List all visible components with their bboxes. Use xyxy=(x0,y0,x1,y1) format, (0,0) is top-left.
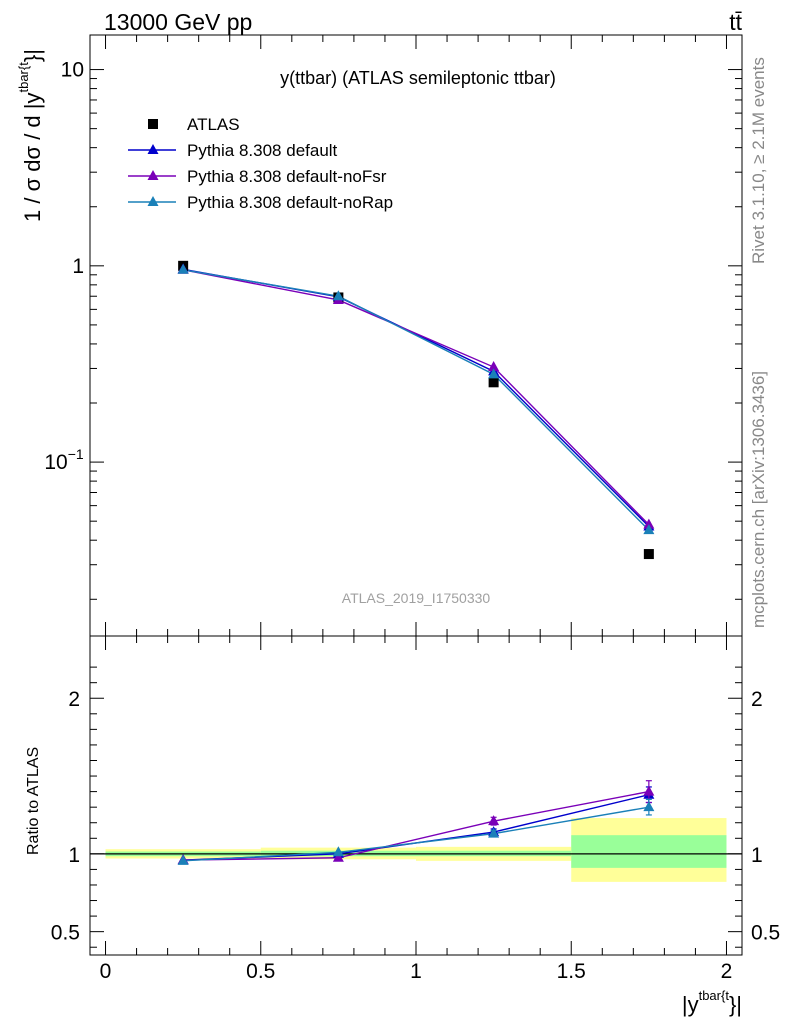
ratio-bands xyxy=(90,818,742,882)
ratio-band-inner xyxy=(571,835,727,868)
ratio-data-point xyxy=(643,785,655,796)
atlas-data-point xyxy=(643,549,654,560)
x-label-text: |y xyxy=(682,992,699,1017)
x-tick-label: 1 xyxy=(410,960,422,983)
main-y-tick-label: 1 xyxy=(72,255,84,278)
ratio-series-line xyxy=(183,806,649,862)
mc-data-point xyxy=(177,263,189,274)
legend-label: Pythia 8.308 default xyxy=(187,141,338,160)
legend-entry: Pythia 8.308 default xyxy=(128,141,338,160)
side-label-mcplots: mcplots.cern.ch [arXiv:1306.3436] xyxy=(749,371,768,628)
ratio-data-point xyxy=(177,854,189,865)
mc-data-point xyxy=(488,368,500,379)
main-y-label-text: 1 / σ dσ / d |y xyxy=(20,93,45,222)
main-series xyxy=(177,260,655,560)
ratio-data-point xyxy=(332,851,344,862)
ratio-data-point xyxy=(488,815,500,826)
ratio-y-tick-label: 1 xyxy=(68,844,80,867)
analysis-watermark: ATLAS_2019_I1750330 xyxy=(342,590,491,606)
legend-marker-square xyxy=(148,119,158,129)
ratio-y-tick-label: 2 xyxy=(68,688,80,711)
x-tick-label: 1.5 xyxy=(557,960,586,983)
legend-label: Pythia 8.308 default-noRap xyxy=(187,193,393,212)
mc-data-point xyxy=(643,524,655,535)
main-y-axis-label: 1 / σ dσ / d |ytbar{t}| xyxy=(16,49,45,222)
ratio-series xyxy=(177,780,655,865)
main-series-line xyxy=(183,268,650,527)
ratio-data-point xyxy=(332,846,344,857)
ratio-axis-ticks: 2 2 1 1 0.5 0.5 0 0.5 1 1.5 2 xyxy=(51,636,780,983)
svg-text:1 / σ dσ / d |ytbar{t}|: 1 / σ dσ / d |ytbar{t}| xyxy=(16,49,45,222)
legend-marker-triangle xyxy=(147,196,159,206)
main-y-label-superscript: tbar{t xyxy=(16,62,31,93)
legend-entry: Pythia 8.308 default-noRap xyxy=(128,193,393,212)
mc-data-point xyxy=(643,518,655,529)
main-y-tick-label-base: 10 xyxy=(44,451,67,474)
x-tick-label: 2 xyxy=(721,960,733,983)
x-tick-label: 0.5 xyxy=(246,960,275,983)
ratio-y-tick-label: 0.5 xyxy=(51,922,80,945)
x-axis-label: |ytbar{t}| xyxy=(682,988,742,1017)
header-process: tt̄ xyxy=(729,9,742,35)
plot-title: y(ttbar) (ATLAS semileptonic ttbar) xyxy=(280,68,556,88)
x-label-superscript: tbar{t xyxy=(699,988,730,1003)
main-y-label-close: }| xyxy=(20,49,45,62)
main-series-line xyxy=(183,269,650,526)
atlas-data-point xyxy=(488,377,499,388)
legend-marker-triangle xyxy=(147,144,159,154)
main-y-tick-label-exp: −1 xyxy=(68,446,84,462)
main-y-tick-label: 10−1 xyxy=(44,446,84,474)
header-energy: 13000 GeV pp xyxy=(104,9,252,35)
ratio-y-axis-label: Ratio to ATLAS xyxy=(25,747,42,855)
ratio-y-tick-label-right: 0.5 xyxy=(751,922,780,945)
legend-label: Pythia 8.308 default-noFsr xyxy=(187,167,387,186)
x-tick-label: 0 xyxy=(100,960,112,983)
mc-data-point xyxy=(488,361,500,372)
ratio-y-tick-label-right: 1 xyxy=(751,844,763,867)
legend: ATLAS Pythia 8.308 default Pythia 8.308 de… xyxy=(128,115,393,212)
x-label-close: }| xyxy=(729,992,742,1017)
ratio-y-tick-label-right: 2 xyxy=(751,688,763,711)
main-y-tick-label: 10 xyxy=(61,59,84,82)
legend-marker-triangle xyxy=(147,170,159,180)
ratio-data-point xyxy=(643,801,655,812)
mc-data-point xyxy=(332,290,344,301)
ratio-data-point xyxy=(488,827,500,838)
legend-entry: Pythia 8.308 default-noFsr xyxy=(128,167,387,186)
side-label-rivet: Rivet 3.1.10, ≥ 2.1M events xyxy=(749,57,768,264)
main-series-line xyxy=(183,269,650,531)
legend-entry: ATLAS xyxy=(148,115,240,134)
ratio-series-line xyxy=(183,790,649,861)
legend-label: ATLAS xyxy=(187,115,240,134)
